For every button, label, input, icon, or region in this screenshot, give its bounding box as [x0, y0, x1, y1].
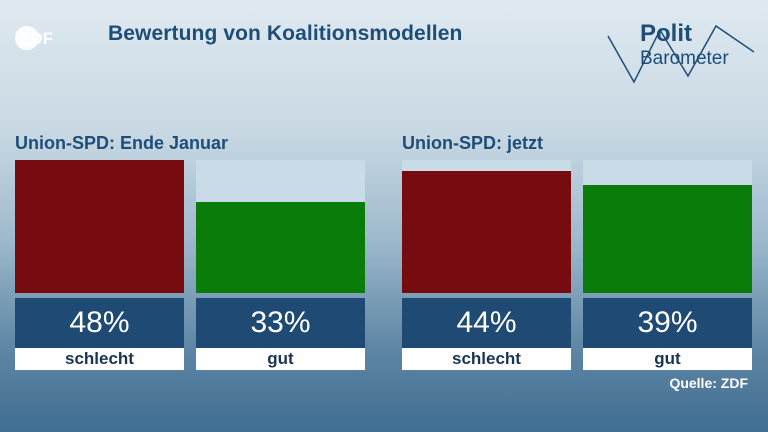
chart-ende-januar: Union-SPD: Ende Januar 48% schlecht 33% … — [15, 130, 365, 370]
value-label: 33% — [196, 298, 365, 348]
bar-track — [402, 160, 571, 293]
column-schlecht: 48% schlecht — [15, 160, 184, 370]
chart-jetzt: Union-SPD: jetzt 44% schlecht 39% gut — [402, 130, 752, 370]
logo-text: ZDF — [20, 29, 53, 48]
category-label: gut — [196, 348, 365, 370]
bar-track — [196, 160, 365, 293]
value-label: 44% — [402, 298, 571, 348]
page-title: Bewertung von Koalitionsmodellen — [108, 22, 463, 45]
source-note: Quelle: ZDF — [669, 375, 748, 391]
brand-line2: Barometer — [640, 48, 729, 69]
bar-schlecht — [402, 171, 571, 293]
category-label: gut — [583, 348, 752, 370]
column-schlecht: 44% schlecht — [402, 160, 571, 370]
column-gut: 39% gut — [583, 160, 752, 370]
value-label: 39% — [583, 298, 752, 348]
brand-zigzag-icon — [607, 24, 754, 84]
value-label: 48% — [15, 298, 184, 348]
bar-schlecht — [15, 160, 184, 293]
bar-track — [15, 160, 184, 293]
category-label: schlecht — [15, 348, 184, 370]
zdf-logo: ZDF — [14, 24, 78, 52]
bar-gut — [583, 185, 752, 293]
brand-line1: Polit — [640, 20, 692, 47]
category-label: schlecht — [402, 348, 571, 370]
chart-title: Union-SPD: Ende Januar — [15, 133, 229, 153]
bar-track — [583, 160, 752, 293]
column-gut: 33% gut — [196, 160, 365, 370]
politbarometer-logo: Polit Barometer — [604, 16, 754, 96]
chart-title: Union-SPD: jetzt — [402, 133, 543, 153]
bar-gut — [196, 202, 365, 293]
